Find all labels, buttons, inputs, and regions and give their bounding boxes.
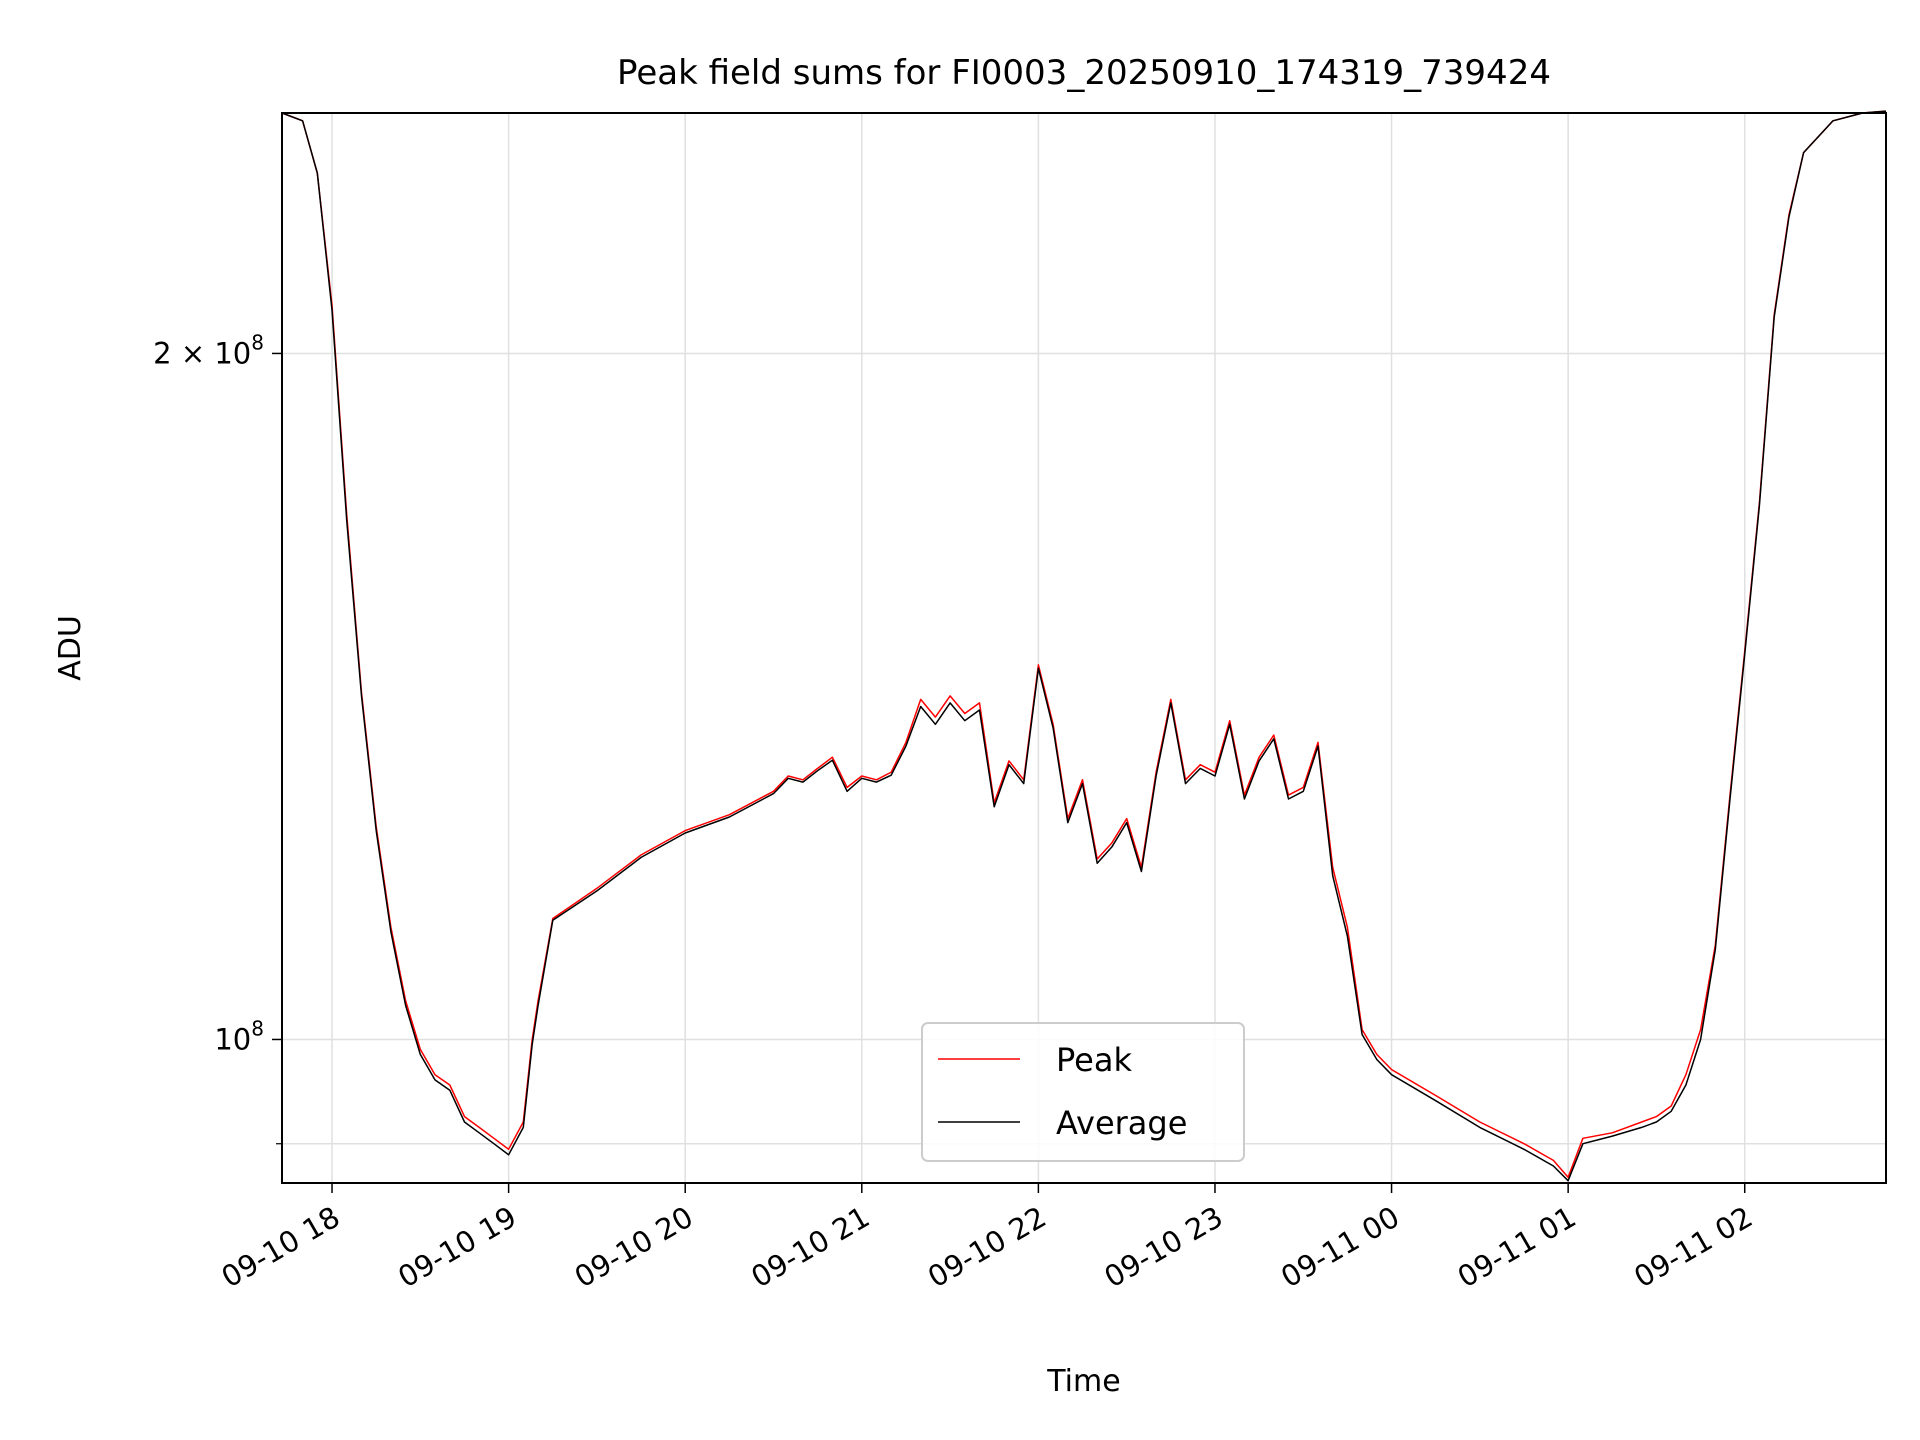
legend-box bbox=[921, 1022, 1245, 1162]
x-axis-label: Time bbox=[1046, 1364, 1120, 1399]
legend-label-average: Average bbox=[1056, 1104, 1187, 1142]
plot-frame bbox=[281, 112, 1887, 1184]
series-line-average bbox=[281, 110, 1887, 1182]
chart-title: Peak field sums for FI0003_20250910_1743… bbox=[617, 53, 1551, 93]
series-layer bbox=[281, 110, 1887, 1182]
y-axis-label: ADU bbox=[53, 615, 88, 681]
legend: Peak Average bbox=[921, 1022, 1245, 1162]
legend-label-peak: Peak bbox=[1056, 1041, 1132, 1079]
y-tick-label: 2 × 108 bbox=[153, 330, 264, 370]
